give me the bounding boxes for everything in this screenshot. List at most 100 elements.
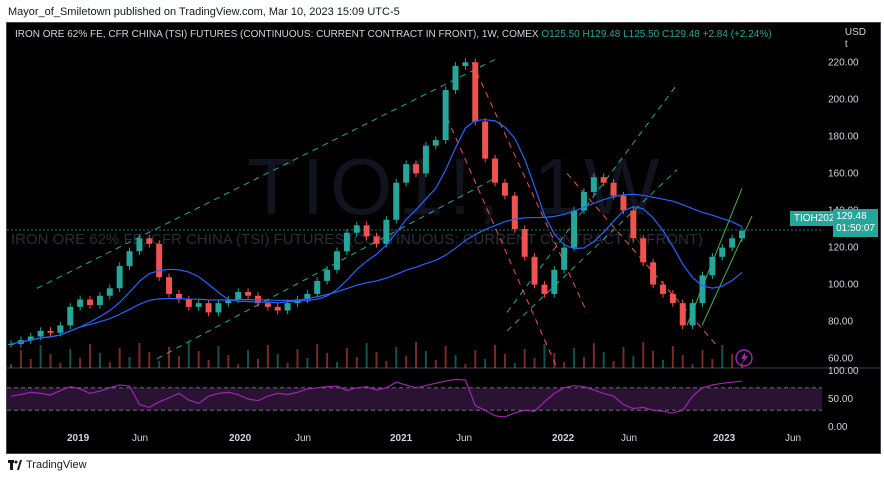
price-tick-label: 180.00 — [828, 131, 859, 142]
volume-bar — [168, 347, 171, 368]
volume-bar — [582, 357, 585, 368]
volume-bar — [454, 355, 457, 368]
time-tick-label: Jun — [456, 433, 472, 444]
candle-body — [215, 303, 222, 313]
volume-bar — [79, 358, 82, 368]
volume-bar — [375, 352, 378, 368]
volume-bar — [217, 346, 220, 368]
price-tick-label: 160.00 — [828, 168, 859, 179]
trendline — [446, 117, 558, 369]
candle-body — [274, 306, 281, 311]
candle-body — [87, 299, 94, 305]
candle-body — [669, 293, 676, 304]
volume-bar — [266, 345, 269, 368]
candle-body — [333, 251, 340, 270]
volume-bar — [652, 351, 655, 368]
volume-bar — [632, 356, 635, 368]
candle-body — [650, 262, 657, 285]
candle-body — [403, 164, 410, 183]
volume-bar — [494, 345, 497, 368]
volume-bar — [29, 359, 32, 368]
rsi-tick-label: 0.00 — [828, 422, 848, 433]
tradingview-logo-icon — [8, 460, 22, 470]
volume-bar — [503, 354, 506, 368]
candle-body — [225, 299, 232, 304]
volume-bar — [355, 357, 358, 368]
candle-body — [413, 164, 420, 174]
volume-bar — [563, 362, 566, 368]
candle-body — [383, 219, 390, 244]
volume-bar — [484, 359, 487, 368]
volume-bar — [89, 344, 92, 368]
candle-body — [462, 62, 469, 66]
candle-body — [116, 266, 123, 289]
volume-bar — [10, 364, 12, 368]
candle-body — [284, 303, 291, 311]
volume-bar — [612, 361, 615, 368]
close-value: C129.48 — [662, 29, 700, 40]
candle-body — [630, 210, 637, 239]
volume-bar — [513, 363, 516, 368]
volume-bar — [49, 354, 52, 368]
candle-body — [67, 306, 74, 326]
high-value: H129.48 — [582, 29, 621, 40]
volume-bar — [158, 361, 161, 368]
volume-bar — [207, 360, 210, 368]
volume-bar — [237, 364, 240, 368]
price-tick-label: 220.00 — [828, 57, 859, 68]
volume-bar — [345, 348, 348, 368]
candle-body — [729, 238, 736, 248]
volume-bar — [415, 342, 418, 368]
candle-body — [442, 90, 449, 141]
candle-body — [304, 293, 311, 300]
watermark-description: IRON ORE 62% FE, CFR CHINA (TSI) FUTURES… — [11, 231, 703, 248]
candle-body — [521, 229, 528, 257]
lightning-glyph — [741, 352, 748, 364]
candle-body — [571, 210, 578, 248]
candle-body — [482, 121, 489, 159]
candle-body — [136, 238, 143, 252]
volume-bar — [602, 352, 605, 368]
footer-brand[interactable]: TradingView — [8, 459, 87, 471]
currency-unit: USD t — [845, 27, 866, 51]
candle-body — [472, 62, 479, 122]
candle-body — [8, 343, 14, 345]
volume-bar — [642, 342, 645, 368]
symbol-price-label: TIOH2023 — [789, 211, 844, 226]
tradingview-brand: TradingView — [26, 459, 87, 471]
price-chart[interactable]: 220.00200.00180.00160.00140.00120.00100.… — [7, 23, 880, 453]
rsi-band — [7, 387, 822, 411]
volume-bar — [385, 361, 388, 368]
candle-body — [659, 284, 666, 294]
rsi-line — [10, 378, 743, 418]
candle-body — [590, 177, 597, 192]
volume-bar — [681, 355, 684, 368]
volume-bar — [622, 347, 625, 368]
candle-body — [343, 232, 350, 252]
candle-body — [77, 299, 84, 307]
chart-frame[interactable]: TIO1!, 1W IRON ORE 62% FE, CFR CHINA (TS… — [6, 22, 881, 454]
volume-bar — [227, 355, 230, 368]
candle-body — [264, 303, 271, 307]
open-value: O125.50 — [541, 29, 580, 40]
time-tick-label: Jun — [621, 433, 637, 444]
candle-body — [37, 330, 44, 337]
price-tick-label: 200.00 — [828, 94, 859, 105]
volume-bar — [553, 353, 556, 368]
volume-bar — [395, 347, 398, 368]
candle-body — [314, 280, 321, 294]
volume-bar — [138, 343, 141, 368]
time-tick-label: Jun — [785, 433, 801, 444]
candle-body — [185, 299, 192, 307]
volume-bar — [543, 344, 546, 368]
volume-bar — [523, 349, 526, 368]
candle-body — [195, 303, 202, 307]
moving-average-line — [10, 193, 743, 345]
candle-body — [432, 140, 439, 146]
time-tick-label: Jun — [132, 433, 148, 444]
volume-bar — [326, 353, 329, 368]
time-tick-label: 2022 — [552, 433, 575, 444]
candle-body — [324, 269, 331, 281]
volume-bar — [365, 343, 368, 368]
volume-bar — [444, 346, 447, 368]
